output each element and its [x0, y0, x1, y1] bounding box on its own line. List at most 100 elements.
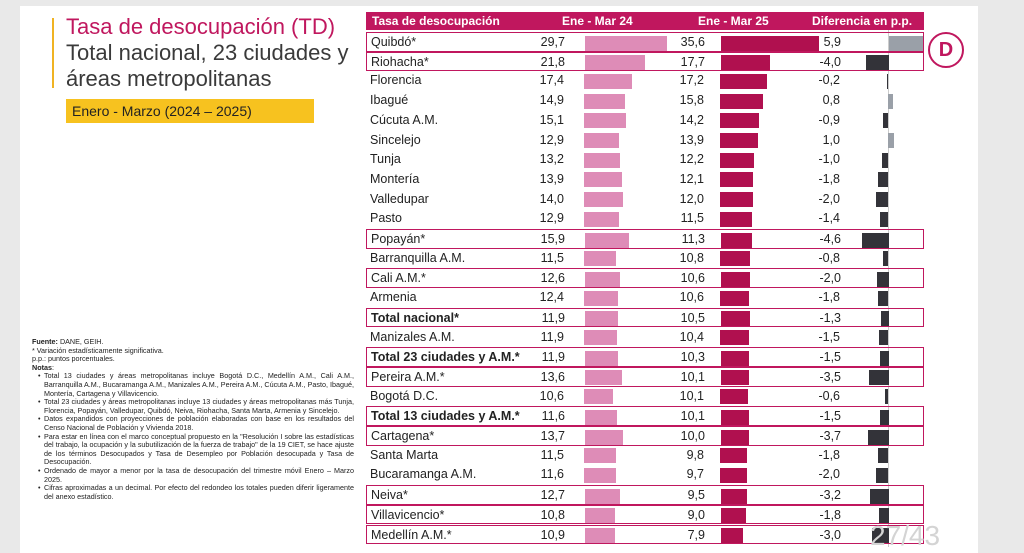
- bar-difference: [877, 172, 888, 188]
- value-2024-label: 15,1: [539, 112, 564, 127]
- bar-difference: [879, 330, 888, 345]
- bar-difference: [870, 488, 889, 504]
- bar-difference: [880, 409, 889, 425]
- page-title: Tasa de desocupación (TD) Total nacional…: [66, 14, 356, 92]
- notes-label: Notas:: [32, 362, 54, 372]
- bar-difference: [877, 271, 889, 287]
- value-2024-label: 29,7: [540, 35, 565, 49]
- table-row: Sincelejo 12,9 13,9 1,0: [366, 131, 924, 151]
- diff-label: -1,3: [819, 310, 841, 325]
- bar-2025: [720, 152, 754, 168]
- bar-2024: [585, 232, 629, 248]
- value-2024-label: 11,6: [540, 467, 564, 482]
- value-2025-label: 10,0: [680, 429, 705, 443]
- diff-label: -0,2: [818, 73, 840, 88]
- footnotes: Fuente: DANE, GEIH. * Variación estadíst…: [32, 337, 354, 501]
- bar-2025: [721, 488, 748, 504]
- source-label: Fuente:: [32, 337, 58, 346]
- page-number: 27/43: [870, 520, 941, 551]
- bar-difference: [882, 152, 888, 168]
- table-row: Villavicencio* 10,8 9,0 -1,8: [366, 504, 924, 525]
- bar-2024: [584, 330, 617, 345]
- bar-2025: [721, 271, 751, 287]
- value-2025-label: 10,3: [680, 350, 705, 365]
- bar-difference: [862, 232, 889, 248]
- value-2025-label: 11,5: [680, 211, 704, 226]
- table-row: Cali A.M.* 12,6 10,6 -2,0: [366, 268, 924, 289]
- value-2025-label: 10,1: [679, 388, 704, 403]
- value-2024-label: 13,6: [540, 369, 565, 384]
- table-row: Riohacha* 21,8 17,7 -4,0: [366, 51, 924, 72]
- value-2025-label: 10,8: [679, 250, 704, 265]
- bar-2025: [721, 508, 746, 524]
- bar-2025: [720, 172, 754, 188]
- value-2025-label: 9,8: [686, 447, 704, 462]
- value-2025-label: 9,0: [687, 507, 705, 522]
- table-row: Armenia 12,4 10,6 -1,8: [366, 288, 924, 308]
- table-row: Total 13 ciudades y A.M.* 11,6 10,1 -1,5: [366, 406, 924, 426]
- value-2025-label: 12,1: [679, 171, 704, 186]
- bar-2024: [584, 467, 616, 483]
- bar-2024: [585, 271, 620, 287]
- table-row: Quibdó* 29,7 35,6 5,9: [366, 32, 924, 52]
- city-name: Bogotá D.C.: [370, 388, 439, 403]
- bar-difference: [876, 192, 888, 208]
- diff-label: -1,5: [819, 409, 841, 424]
- diff-label: 5,9: [823, 35, 841, 49]
- bar-difference: [883, 251, 888, 267]
- header-2025: Ene - Mar 25: [698, 14, 769, 28]
- bar-difference: [888, 93, 893, 109]
- table-row: Total nacional* 11,9 10,5 -1,3: [366, 307, 924, 328]
- bar-2025: [720, 73, 768, 89]
- source-text: DANE, GEIH.: [57, 337, 104, 346]
- header-city: Tasa de desocupación: [372, 14, 500, 28]
- header-2024: Ene - Mar 24: [562, 14, 633, 28]
- note-item: Cifras aproximadas a un decimal. Por efe…: [38, 483, 354, 501]
- bar-difference: [878, 508, 889, 524]
- bar-2024: [585, 508, 615, 524]
- diff-label: -0,8: [818, 250, 840, 265]
- value-2024-label: 11,6: [541, 409, 565, 424]
- value-2024-label: 10,9: [540, 527, 565, 542]
- value-2024-label: 12,7: [540, 488, 565, 503]
- diff-label: 0,8: [822, 93, 840, 108]
- table-row: Florencia 17,4 17,2 -0,2: [366, 71, 924, 91]
- table-row: Neiva* 12,7 9,5 -3,2: [366, 485, 924, 505]
- bar-difference: [882, 113, 888, 129]
- value-2025-label: 14,2: [679, 112, 704, 127]
- value-2024-label: 13,7: [540, 429, 565, 443]
- value-2025-label: 10,6: [679, 290, 704, 305]
- bar-2024: [585, 370, 623, 386]
- bar-2024: [584, 192, 623, 208]
- note-item: Datos expandidos con proyecciones de pob…: [38, 414, 354, 432]
- value-2024-label: 13,9: [539, 171, 564, 186]
- bar-2024: [585, 429, 623, 445]
- diff-label: -1,4: [818, 211, 840, 226]
- value-2025-label: 35,6: [680, 35, 705, 49]
- bar-2024: [585, 528, 615, 543]
- value-2025-label: 12,2: [679, 152, 704, 167]
- table-row: Pasto 12,9 11,5 -1,4: [366, 209, 924, 229]
- diff-label: -4,6: [819, 232, 841, 246]
- value-2025-label: 12,0: [679, 191, 704, 206]
- bar-2025: [721, 528, 743, 543]
- bar-difference: [889, 35, 924, 51]
- city-name: Medellín A.M.*: [371, 527, 452, 542]
- city-name: Santa Marta: [370, 447, 439, 462]
- bar-2024: [585, 488, 620, 504]
- period-badge: Enero - Marzo (2024 – 2025): [66, 99, 314, 123]
- city-name: Total 23 ciudades y A.M.*: [371, 350, 520, 365]
- city-name: Popayán*: [371, 232, 426, 246]
- value-2024-label: 12,9: [539, 132, 564, 147]
- city-name: Valledupar: [370, 191, 429, 206]
- bar-2025: [720, 448, 747, 464]
- bar-difference: [877, 448, 888, 464]
- bar-2024: [585, 55, 645, 71]
- city-name: Manizales A.M.: [370, 329, 455, 344]
- bar-difference: [886, 73, 888, 89]
- notes-list: Total 13 ciudades y áreas metropolitanas…: [32, 372, 354, 501]
- title-line-2: Total nacional, 23 ciudades y: [66, 40, 349, 65]
- bar-2024: [584, 448, 616, 464]
- logo-letter: D: [938, 39, 954, 61]
- notes-heading: Notas: [32, 362, 52, 372]
